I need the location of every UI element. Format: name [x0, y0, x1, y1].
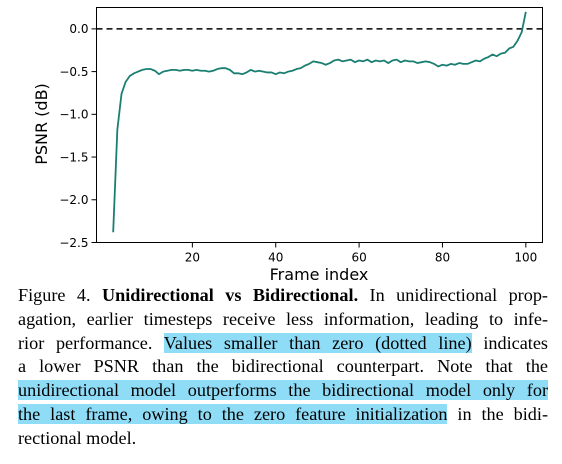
caption-line: the last frame, owing to the zero featur…: [18, 403, 548, 427]
caption-line: unidirectional model outperforms the bid…: [18, 379, 548, 403]
x-axis-label: Frame index: [270, 265, 369, 284]
caption-text: indicates: [471, 332, 548, 353]
psnr-line-chart: 0.0 −0.5 −1.0 −1.5 −2.0 −2.5 20 40 60 80 100 Fram…: [32, 7, 543, 284]
y-tick-label: 0.0: [69, 22, 88, 36]
caption-line: Figure 4. Unidirectional vs Bidirectiona…: [18, 284, 548, 308]
x-tick-label: 40: [268, 251, 283, 265]
caption-text: In unidirectional prop-: [358, 285, 548, 305]
x-tick-label: 20: [185, 251, 200, 265]
y-axis: 0.0 −0.5 −1.0 −1.5 −2.0 −2.5: [59, 22, 97, 250]
y-tick-label: −1.5: [59, 150, 88, 164]
y-tick-label: −1.0: [59, 108, 88, 122]
caption-line: agation, earlier timesteps receive less …: [18, 308, 548, 329]
plot-frame: [96, 7, 543, 243]
caption-line: rectional model.: [18, 427, 137, 448]
caption-highlight: Values smaller than zero (dotted line): [163, 332, 472, 353]
x-tick-label: 80: [435, 251, 450, 265]
y-tick-label: −0.5: [59, 65, 88, 79]
y-axis-label: PSNR (dB): [32, 83, 51, 165]
x-tick-label: 60: [351, 251, 366, 265]
caption-text: rior performance.: [18, 332, 164, 353]
caption-highlight: unidirectional model outperforms the bid…: [18, 380, 548, 401]
x-axis: 20 40 60 80 100: [185, 242, 537, 265]
figure-caption: Figure 4. Unidirectional vs Bidirectiona…: [18, 284, 548, 451]
caption-line: a lower PSNR than the bidirectional coun…: [18, 356, 548, 377]
caption-text: in the bidi-: [447, 403, 548, 424]
caption-highlight: the last frame, owing to the zero featur…: [18, 403, 448, 424]
y-tick-label: −2.5: [59, 236, 88, 250]
caption-figure-number: Figure 4.: [18, 285, 102, 305]
caption-line: rior performance. Values smaller than ze…: [18, 332, 548, 356]
x-tick-label: 100: [514, 251, 537, 265]
y-tick-label: −2.0: [59, 193, 88, 207]
psnr-series-line: [112, 11, 527, 233]
caption-title: Unidirectional vs Bidirectional.: [102, 285, 359, 305]
